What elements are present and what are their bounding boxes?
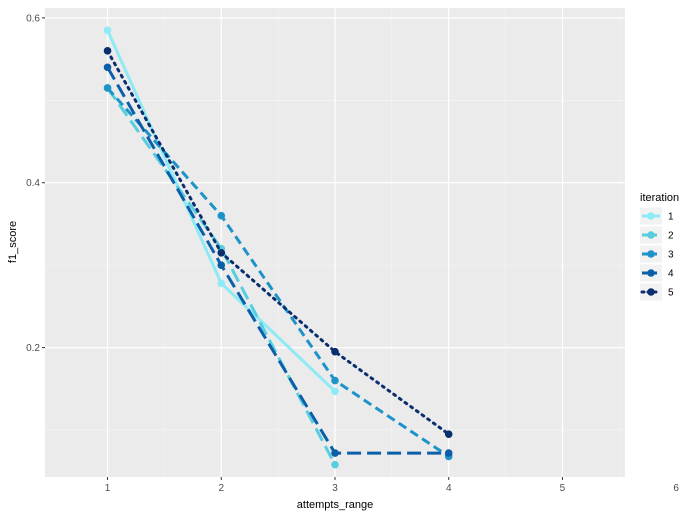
legend-item-2: 2 <box>640 226 674 244</box>
data-point-4 <box>444 449 453 457</box>
series-line-2 <box>106 87 337 466</box>
series-line-4 <box>106 66 449 455</box>
legend-item-5: 5 <box>640 283 674 301</box>
axis-layer: 1 2 3 4 5 6 0.2 0.4 0.6 <box>26 13 679 494</box>
data-point-5 <box>331 347 339 356</box>
data-point-1 <box>217 279 226 288</box>
legend-label: 5 <box>668 288 674 299</box>
y-axis-title: f1_score <box>7 221 19 263</box>
series-line-3 <box>106 87 450 458</box>
legend-item-4: 4 <box>640 264 674 282</box>
legend-item-1: 1 <box>640 207 674 225</box>
y-tick-label: 0.4 <box>26 178 40 189</box>
data-point-5 <box>444 430 453 438</box>
series-line-5 <box>106 49 451 436</box>
data-point-3 <box>217 211 226 220</box>
data-point-3 <box>103 84 112 92</box>
legend-title: iteration <box>640 192 679 204</box>
data-point-2 <box>331 460 339 469</box>
y-tick-label: 0.2 <box>26 343 40 354</box>
series-4 <box>103 63 453 457</box>
legend-label: 2 <box>668 231 674 242</box>
legend: iteration 1 2 3 4 5 <box>640 192 679 301</box>
x-tick-label: 1 <box>105 483 111 494</box>
data-point-4 <box>103 63 112 72</box>
x-tick-label: 4 <box>446 483 452 494</box>
legend-key-point <box>647 231 655 239</box>
legend-items: 1 2 3 4 5 <box>640 207 674 301</box>
data-point-1 <box>103 26 112 35</box>
series-layer <box>103 26 453 469</box>
data-point-4 <box>331 449 339 457</box>
data-point-3 <box>331 376 339 385</box>
legend-label: 3 <box>668 250 674 261</box>
data-point-1 <box>331 387 339 396</box>
y-tick-label: 0.6 <box>26 13 40 24</box>
legend-key-point <box>647 250 655 258</box>
x-tick-label: 2 <box>218 483 224 494</box>
series-5 <box>103 47 453 438</box>
x-axis-title: attempts_range <box>297 499 373 511</box>
series-1 <box>103 26 339 396</box>
x-tick-label: 6 <box>673 483 679 494</box>
legend-label: 1 <box>668 212 674 223</box>
legend-label: 4 <box>668 269 674 280</box>
x-tick-label: 5 <box>560 483 566 494</box>
x-tick-label: 3 <box>332 483 338 494</box>
legend-item-3: 3 <box>640 245 674 263</box>
data-point-4 <box>217 261 226 269</box>
legend-key-point <box>647 269 655 277</box>
legend-key-point <box>647 288 655 296</box>
data-point-5 <box>217 249 226 257</box>
legend-key-point <box>647 212 655 220</box>
data-point-5 <box>103 47 112 55</box>
